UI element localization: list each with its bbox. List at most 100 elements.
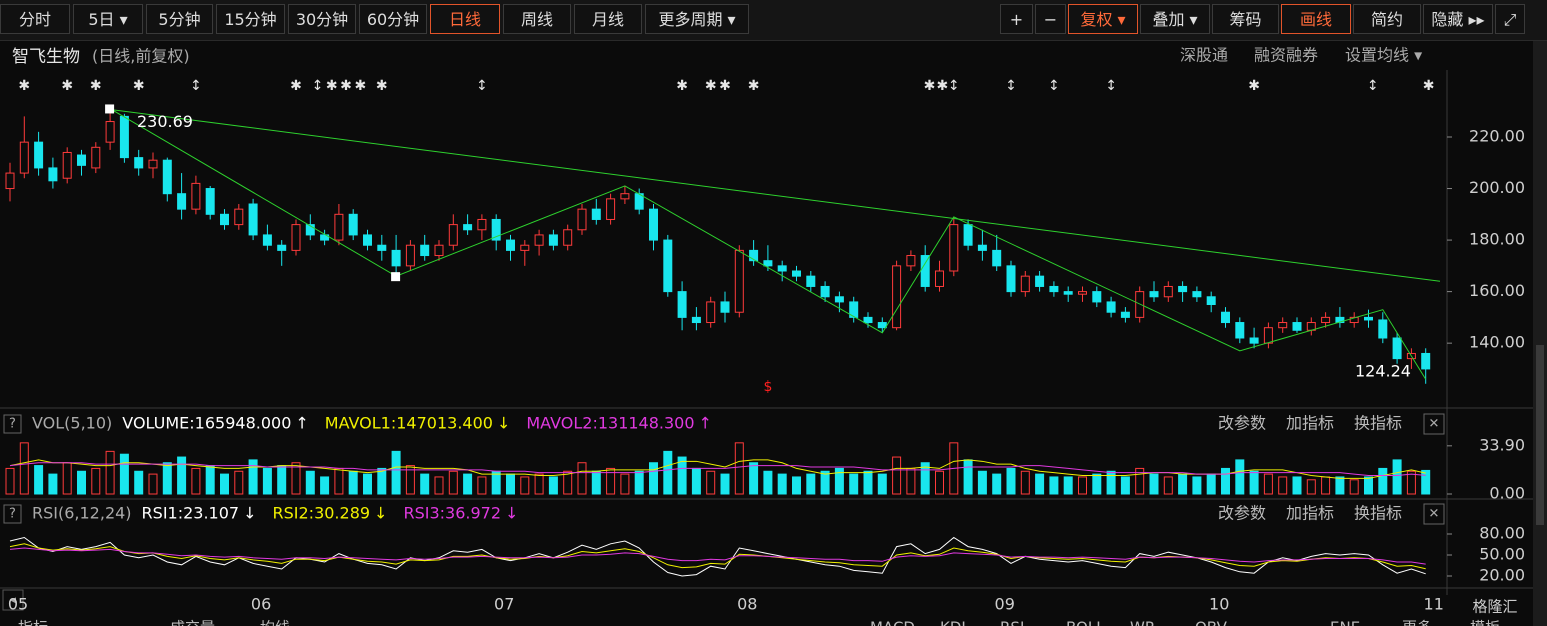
candle-body xyxy=(792,270,801,277)
event-marker: ↕ xyxy=(1005,78,1017,94)
trend-line xyxy=(110,108,1441,282)
pane-button[interactable]: 改参数 xyxy=(1218,504,1266,523)
candle-body xyxy=(834,296,844,303)
bottom-tab[interactable]: MACD xyxy=(870,619,915,626)
toolbar-button[interactable]: 分时 xyxy=(0,4,70,34)
bottom-tab[interactable]: BOLL xyxy=(1066,619,1105,626)
toolbar-button[interactable]: 简约 xyxy=(1353,4,1421,34)
volume-bar xyxy=(77,470,86,495)
bottom-tab[interactable]: KDJ xyxy=(940,619,966,626)
pane-close[interactable] xyxy=(1423,503,1445,525)
volume-bar xyxy=(820,470,830,495)
pane-title: RSI(6,12,24) xyxy=(32,504,132,523)
volume-bar xyxy=(1221,467,1230,495)
pane-help[interactable] xyxy=(3,504,22,524)
bottom-tab[interactable]: 成交量 xyxy=(170,619,215,626)
event-marker: ✱ xyxy=(676,78,688,94)
pane-help[interactable] xyxy=(3,414,22,434)
volume-bar xyxy=(1321,476,1331,495)
toolbar-button[interactable]: 叠加 ▾ xyxy=(1140,4,1210,34)
toolbar-button[interactable]: ⤢ xyxy=(1495,4,1525,34)
title-link[interactable]: 深股通 xyxy=(1180,46,1228,65)
bottom-tab[interactable]: RSI xyxy=(1000,619,1024,626)
candle-body xyxy=(491,218,501,241)
toolbar-button[interactable]: 60分钟 xyxy=(359,4,427,34)
bottom-tab[interactable]: 均线 xyxy=(260,619,290,626)
x-tick-label: 10 xyxy=(1209,595,1229,614)
candle-body xyxy=(963,224,973,246)
scroll-thumb[interactable] xyxy=(1536,345,1544,525)
candle-body xyxy=(691,316,701,324)
toolbar-button[interactable]: 画线 xyxy=(1281,4,1351,34)
volume-bar xyxy=(5,467,15,495)
scroll-left[interactable] xyxy=(2,589,24,611)
toolbar-button[interactable]: + xyxy=(1000,4,1033,34)
candle-body xyxy=(777,265,787,272)
title-link[interactable]: 设置均线 ▾ xyxy=(1345,46,1422,65)
pane-close[interactable] xyxy=(1423,413,1445,435)
bottom-tab[interactable]: 模板 xyxy=(1470,619,1500,626)
volume-bar xyxy=(1349,479,1359,495)
volume-bar xyxy=(1020,470,1030,495)
background xyxy=(0,41,1547,626)
toolbar-button[interactable]: 5分钟 xyxy=(146,4,213,34)
toolbar-button[interactable]: − xyxy=(1035,4,1066,34)
toolbar-button[interactable]: 隐藏 ▸▸ xyxy=(1423,4,1493,34)
volume-bar xyxy=(277,465,287,495)
candle-body xyxy=(677,291,687,318)
candle-body xyxy=(920,255,930,287)
candle-body xyxy=(620,193,630,200)
x-tick-label: 11 xyxy=(1424,595,1444,614)
candle-body xyxy=(448,224,458,246)
pane-button[interactable]: 改参数 xyxy=(1218,414,1266,433)
volume-bar xyxy=(734,442,744,495)
y-tick-label: 200.00 xyxy=(1469,178,1525,197)
candle-body xyxy=(277,244,287,251)
toolbar-button[interactable]: 周线 xyxy=(503,4,571,34)
toolbar-button[interactable]: 月线 xyxy=(574,4,642,34)
volume-bar xyxy=(1049,476,1059,495)
volume-bar xyxy=(1406,470,1416,495)
candle-body xyxy=(463,224,473,231)
bottom-tab[interactable]: OBV xyxy=(1195,619,1228,626)
signal-marker: $ xyxy=(763,379,772,395)
volume-bar xyxy=(1163,476,1173,495)
candle-body xyxy=(34,141,44,169)
volume-bar xyxy=(348,470,358,495)
y-tick-label: 180.00 xyxy=(1469,230,1525,249)
bottom-tab[interactable]: 指标 xyxy=(18,619,48,626)
candle-body xyxy=(849,301,859,318)
title-link[interactable]: 融资融券 xyxy=(1254,46,1318,65)
candle-body xyxy=(906,255,916,267)
pane-button[interactable]: 加指标 xyxy=(1286,414,1334,433)
pane-button[interactable]: 加指标 xyxy=(1286,504,1334,523)
candle-body xyxy=(1120,311,1130,318)
toolbar-button[interactable]: 15分钟 xyxy=(216,4,285,34)
candle-body xyxy=(1149,291,1159,298)
bottom-tab[interactable]: 更多 xyxy=(1402,619,1432,626)
candle-body xyxy=(1106,301,1116,313)
pane-button[interactable]: 换指标 xyxy=(1354,414,1402,433)
pane-help-icon: ? xyxy=(9,417,16,432)
y-tick-label: 0.00 xyxy=(1489,484,1525,503)
toolbar-button[interactable]: 日线 xyxy=(430,4,500,34)
toolbar-button[interactable]: 5日 ▾ xyxy=(73,4,143,34)
x-tick-label: 09 xyxy=(995,595,1015,614)
toolbar-button[interactable]: 筹码 xyxy=(1212,4,1279,34)
high-point xyxy=(105,104,115,114)
toolbar-button[interactable]: 复权 ▾ xyxy=(1068,4,1138,34)
scrollbar[interactable] xyxy=(1533,41,1547,626)
volume-bar xyxy=(1306,479,1316,495)
toolbar-button[interactable]: 30分钟 xyxy=(288,4,356,34)
candle-body xyxy=(134,157,144,169)
bottom-tab[interactable]: WR xyxy=(1130,619,1155,626)
candle-body xyxy=(62,151,72,179)
candle-body xyxy=(591,208,601,220)
pane-button[interactable]: 换指标 xyxy=(1354,504,1402,523)
toolbar-button[interactable]: 更多周期 ▾ xyxy=(645,4,749,34)
candle-body xyxy=(1049,285,1059,293)
volume-bar xyxy=(877,473,887,495)
bottom-tab[interactable]: ENE xyxy=(1330,619,1360,626)
volume-bar xyxy=(48,473,58,495)
volume-bar xyxy=(1078,476,1087,495)
